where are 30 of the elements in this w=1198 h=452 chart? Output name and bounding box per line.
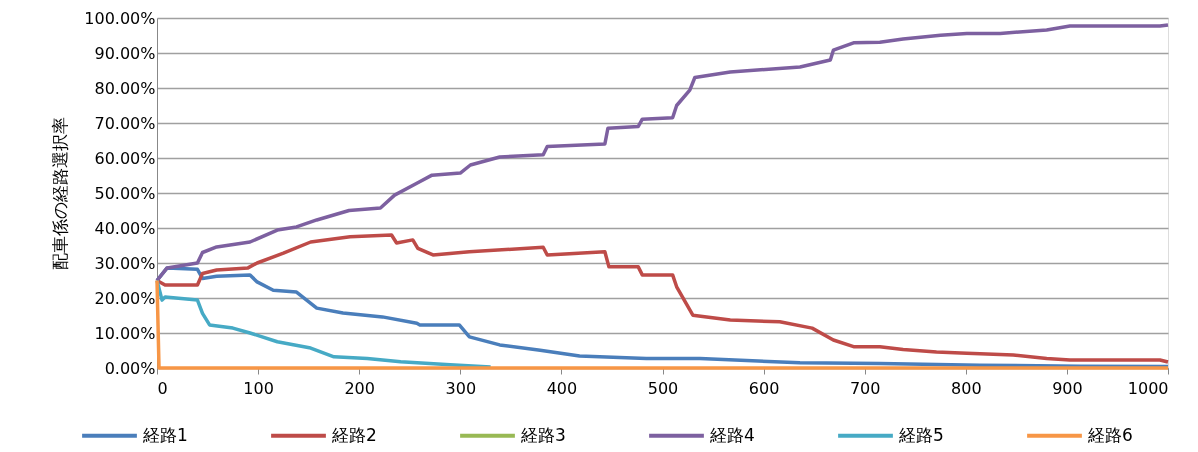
legend-label: 経路3 [520, 424, 566, 445]
line-series [155, 23, 1170, 283]
legend-label: 経路2 [331, 424, 377, 445]
y-tick-label: 90.00% [94, 43, 156, 63]
y-tick-label: 10.00% [94, 323, 156, 343]
y-tick-label: 20.00% [94, 288, 156, 308]
y-tick-label: 0.00% [104, 358, 156, 378]
x-tick-label: 400 [546, 378, 578, 398]
y-tick-label: 40.00% [94, 218, 156, 238]
x-tick-label: 100 [243, 378, 274, 398]
x-tick-label: 1000 [1127, 378, 1169, 398]
x-tick-label: 800 [951, 378, 982, 398]
y-tick-label: 30.00% [94, 253, 156, 273]
x-tick-label: 700 [849, 378, 881, 398]
y-tick-label: 70.00% [94, 113, 156, 133]
x-tick-label: 300 [445, 378, 477, 398]
y-tick-label: 100.00% [84, 8, 156, 28]
legend-label: 経路1 [142, 424, 188, 445]
legend-label: 経路6 [1087, 424, 1133, 445]
x-tick-label: 200 [344, 378, 375, 398]
y-tick-label: 80.00% [94, 78, 156, 98]
y-tick-label: 60.00% [94, 148, 156, 168]
x-tick-label: 900 [1052, 378, 1083, 398]
x-tick-label: 600 [748, 378, 780, 398]
legend-label: 経路5 [898, 424, 944, 445]
x-tick-label: 0 [157, 378, 168, 398]
y-axis-title: 配車係の経路選択率 [50, 117, 71, 270]
x-tick-label: 500 [647, 378, 679, 398]
legend-label: 経路4 [709, 424, 755, 445]
y-tick-label: 50.00% [94, 183, 156, 203]
